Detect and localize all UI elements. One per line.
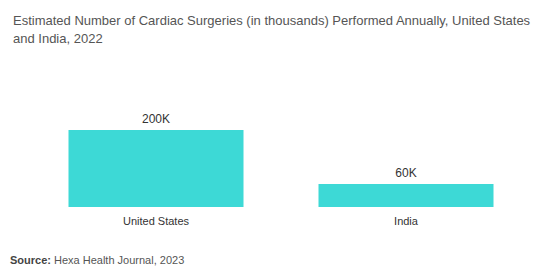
svg-text:and India, 2022: and India, 2022 [13,31,103,46]
svg-text:Hexa Health Journal, 2023: Hexa Health Journal, 2023 [51,254,184,266]
svg-text:India: India [394,215,419,227]
svg-text:Source:: Source: [10,254,51,266]
svg-text:200K: 200K [142,112,170,126]
svg-text:Estimated Number of Cardiac Su: Estimated Number of Cardiac Surgeries (i… [13,13,534,28]
svg-text:60K: 60K [395,166,416,180]
svg-text:United States: United States [123,215,190,227]
